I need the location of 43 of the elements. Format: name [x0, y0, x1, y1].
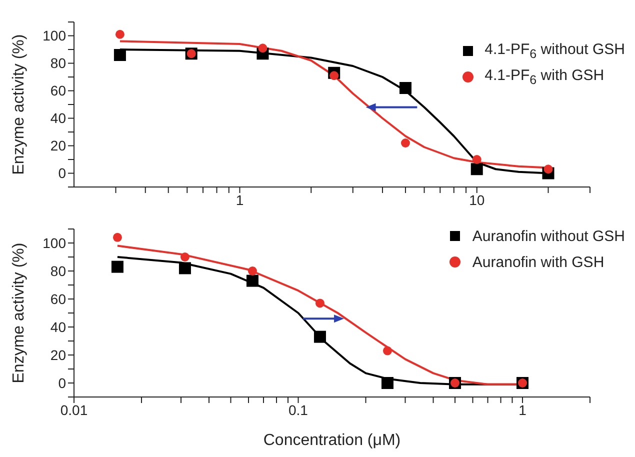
y-tick-label: 0 — [58, 165, 66, 182]
x-tick-label: 1 — [236, 192, 244, 208]
point — [472, 155, 482, 164]
x-tick-label: 0.01 — [60, 402, 88, 418]
x-tick-label: 0.1 — [288, 402, 308, 418]
point — [400, 138, 410, 148]
y-tick-label: 100 — [42, 234, 66, 251]
point — [381, 377, 394, 389]
point — [314, 330, 326, 343]
point — [114, 49, 126, 61]
point — [382, 346, 392, 356]
legend-label: 4.1-PF$_{6}$ without GSH — [484, 41, 625, 61]
y-tick-label: 80 — [50, 55, 66, 72]
y-tick-label: 60 — [50, 290, 66, 307]
y-tick-label: 60 — [50, 82, 66, 99]
point — [180, 252, 190, 262]
x-axis-title: Concentration (μM) — [263, 432, 401, 449]
point — [248, 266, 257, 276]
y-tick-label: 40 — [50, 318, 66, 335]
x-tick-label: 10 — [469, 192, 485, 208]
x-tick-label: 1 — [518, 402, 527, 418]
point — [178, 262, 191, 274]
legend-label: 4.1-PF$_{6}$ with GSH — [484, 67, 604, 87]
legend-label: Auranofin without GSH — [472, 228, 625, 244]
point — [330, 71, 339, 80]
point — [115, 30, 124, 39]
point — [111, 260, 124, 273]
y-tick-label: 40 — [50, 110, 66, 126]
point — [399, 82, 412, 94]
point — [315, 298, 324, 308]
y-axis-title: Enzyme activity (%) — [10, 34, 28, 175]
y-tick-label: 100 — [42, 28, 66, 44]
y-tick-label: 20 — [50, 138, 66, 154]
point — [246, 274, 258, 287]
point — [544, 164, 553, 174]
y-tick-label: 80 — [50, 262, 66, 279]
legend-label: Auranofin with GSH — [472, 254, 604, 270]
point — [258, 44, 268, 53]
point — [470, 163, 483, 176]
y-tick-label: 0 — [58, 374, 66, 391]
point — [112, 232, 122, 242]
y-tick-label: 20 — [50, 346, 66, 363]
y-axis-title: Enzyme activity (%) — [10, 242, 28, 384]
